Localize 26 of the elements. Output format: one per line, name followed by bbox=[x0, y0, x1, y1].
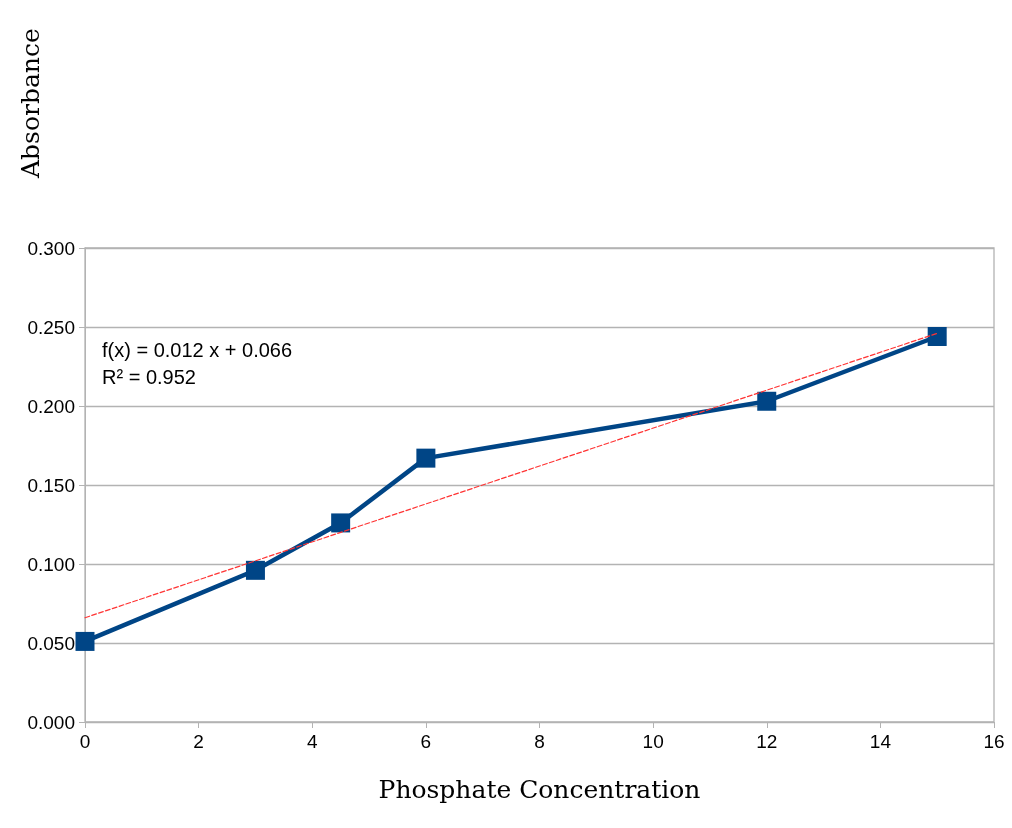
point bbox=[416, 448, 436, 468]
y-tick-label: 0.250 bbox=[27, 316, 75, 338]
x-tick-label: 12 bbox=[756, 731, 778, 752]
x-tick-label: 14 bbox=[869, 731, 892, 752]
point bbox=[757, 391, 777, 411]
y-tick-label: 0.200 bbox=[27, 395, 75, 417]
y-axis-title: Absorbance bbox=[16, 28, 45, 179]
y-tick-label: 0.300 bbox=[27, 237, 75, 259]
point bbox=[927, 326, 947, 346]
y-tick-label: 0.000 bbox=[27, 711, 75, 733]
x-tick-label: 4 bbox=[306, 731, 318, 752]
x-tick-label: 2 bbox=[193, 731, 204, 752]
x-axis-title: Phosphate Concentration bbox=[378, 775, 701, 804]
x-tick-label: 8 bbox=[534, 731, 545, 752]
x-tick-label: 10 bbox=[642, 731, 664, 752]
x-tick-label: 0 bbox=[79, 731, 91, 752]
y-tick-label: 0.150 bbox=[27, 474, 75, 496]
x-tick-label: 16 bbox=[983, 731, 1005, 752]
point bbox=[331, 513, 351, 533]
y-tick-label: 0.050 bbox=[27, 632, 75, 654]
annotation: R² = 0.952 bbox=[102, 366, 196, 388]
y-tick-label: 0.100 bbox=[27, 553, 75, 575]
point bbox=[75, 631, 95, 651]
annotation: f(x) = 0.012 x + 0.066 bbox=[102, 339, 293, 361]
x-tick-label: 6 bbox=[420, 731, 432, 752]
point bbox=[245, 560, 265, 580]
